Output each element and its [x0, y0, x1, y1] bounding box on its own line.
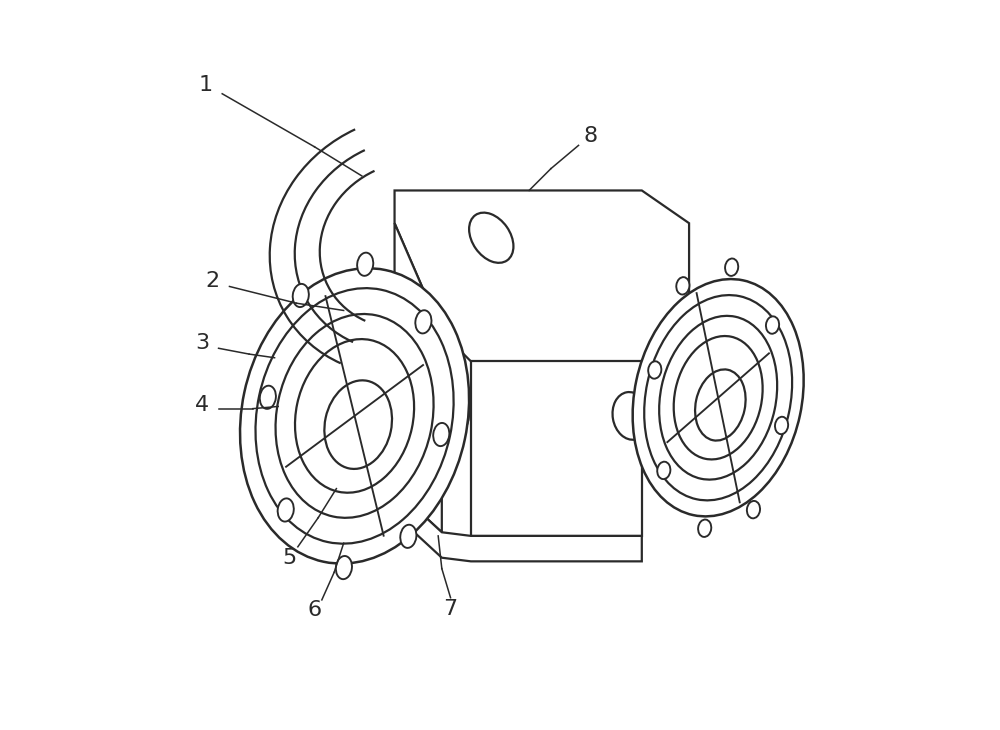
- Text: 5: 5: [282, 548, 296, 568]
- Ellipse shape: [260, 385, 276, 409]
- Ellipse shape: [657, 461, 670, 479]
- Polygon shape: [395, 191, 689, 361]
- Ellipse shape: [437, 391, 469, 434]
- Ellipse shape: [278, 499, 294, 521]
- Ellipse shape: [676, 277, 689, 294]
- Ellipse shape: [400, 525, 416, 548]
- Ellipse shape: [433, 423, 449, 446]
- Ellipse shape: [747, 501, 760, 518]
- Text: 2: 2: [206, 272, 220, 291]
- Ellipse shape: [469, 212, 513, 263]
- Ellipse shape: [775, 417, 788, 434]
- Ellipse shape: [293, 284, 309, 307]
- Text: 3: 3: [195, 333, 209, 353]
- Text: 8: 8: [584, 126, 598, 146]
- Text: 4: 4: [195, 395, 209, 415]
- Ellipse shape: [415, 310, 431, 334]
- Ellipse shape: [725, 258, 738, 276]
- Ellipse shape: [766, 316, 779, 334]
- Ellipse shape: [648, 361, 661, 379]
- Text: 1: 1: [198, 75, 213, 95]
- Polygon shape: [471, 361, 642, 536]
- Ellipse shape: [357, 253, 373, 276]
- Polygon shape: [395, 223, 442, 532]
- Ellipse shape: [613, 392, 649, 439]
- Ellipse shape: [336, 556, 352, 579]
- Ellipse shape: [698, 520, 711, 537]
- Polygon shape: [395, 488, 642, 561]
- Text: 6: 6: [307, 600, 322, 620]
- Ellipse shape: [633, 279, 804, 516]
- Text: 7: 7: [443, 599, 458, 618]
- Ellipse shape: [240, 268, 469, 564]
